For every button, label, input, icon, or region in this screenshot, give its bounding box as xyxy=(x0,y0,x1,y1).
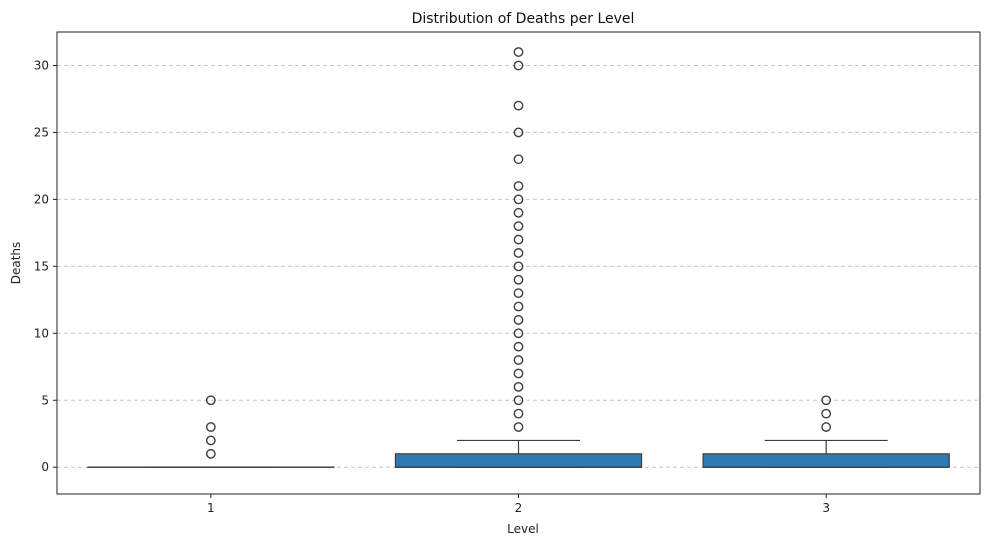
outlier-point xyxy=(821,408,832,419)
y-tick-label-0: 0 xyxy=(41,460,49,474)
outlier-point xyxy=(513,355,524,365)
outlier-point xyxy=(513,194,524,205)
box-iqr-3 xyxy=(702,453,950,468)
y-tick-label-10: 10 xyxy=(34,326,49,340)
outlier-point xyxy=(513,301,524,312)
outlier-point xyxy=(513,60,524,71)
y-axis: 0 5 10 15 20 25 30 xyxy=(34,58,57,474)
y-tick-label-20: 20 xyxy=(34,192,49,206)
y-tick-label-30: 30 xyxy=(34,58,49,72)
outlier-point xyxy=(513,368,524,379)
outlier-point xyxy=(513,315,524,325)
outlier-point xyxy=(513,341,524,352)
x-tick-label-3: 3 xyxy=(822,501,830,515)
outlier-point xyxy=(205,448,216,459)
y-tick-label-25: 25 xyxy=(34,125,49,139)
outlier-point xyxy=(205,435,216,446)
outlier-point xyxy=(513,408,524,419)
outlier-point xyxy=(513,100,524,111)
outlier-point xyxy=(513,47,524,57)
outlier-point xyxy=(513,395,524,406)
outlier-point xyxy=(205,422,216,432)
y-axis-label: Deaths xyxy=(9,242,23,285)
outlier-point xyxy=(513,154,524,165)
y-tick-label-15: 15 xyxy=(34,259,49,273)
outlier-point xyxy=(513,207,524,218)
grid-lines xyxy=(57,64,980,468)
boxes-layer xyxy=(87,47,950,468)
outlier-point xyxy=(205,395,216,406)
box-iqr-2 xyxy=(394,453,643,468)
x-tick-label-2: 2 xyxy=(515,501,523,515)
x-tick-label-1: 1 xyxy=(207,501,215,515)
x-axis-label: Level xyxy=(507,522,539,536)
outlier-point xyxy=(821,395,832,406)
outlier-point xyxy=(513,381,524,392)
outlier-point xyxy=(513,234,524,245)
chart-title: Distribution of Deaths per Level xyxy=(412,11,635,27)
outlier-point xyxy=(513,422,524,432)
y-tick-label-5: 5 xyxy=(41,393,49,407)
outlier-point xyxy=(513,288,524,299)
box-level-2 xyxy=(394,47,643,468)
outlier-point xyxy=(513,248,524,258)
outlier-point xyxy=(513,127,524,138)
box-level-3 xyxy=(702,395,950,468)
outlier-point xyxy=(513,181,524,191)
x-axis: 1 2 3 xyxy=(207,494,830,515)
outlier-point xyxy=(513,221,524,232)
outlier-point xyxy=(513,274,524,285)
outlier-point xyxy=(513,261,524,272)
outlier-point xyxy=(821,422,832,432)
outlier-point xyxy=(513,328,524,339)
box-level-1 xyxy=(87,395,335,468)
